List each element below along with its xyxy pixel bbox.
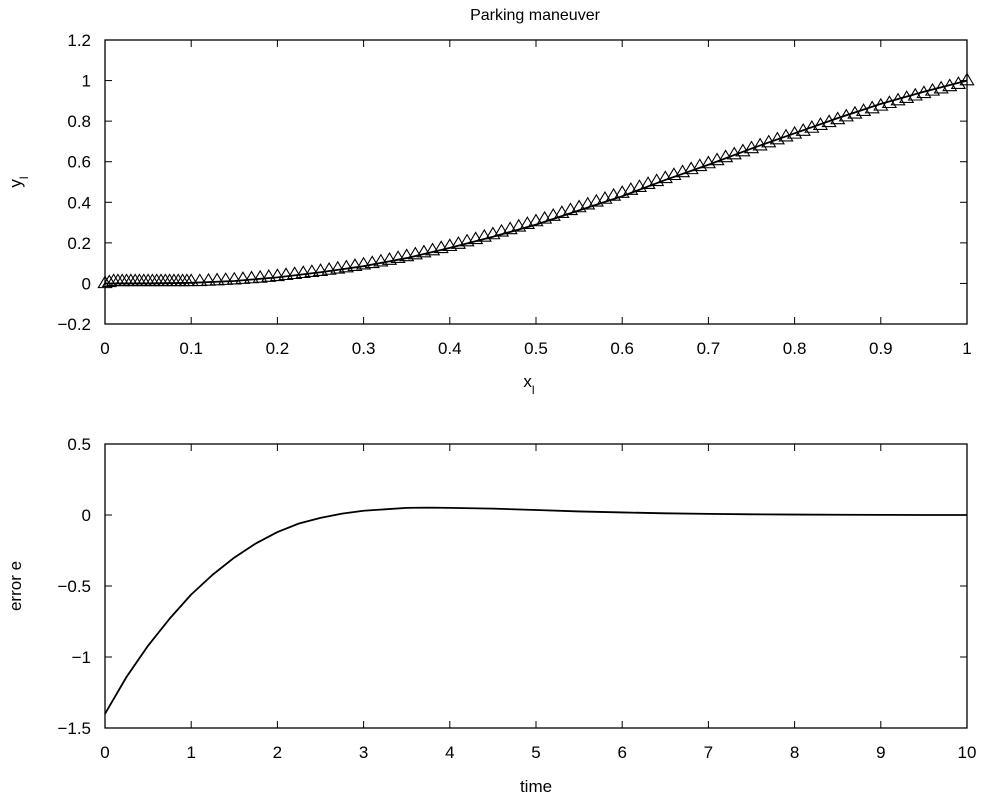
y-tick-label: −1 <box>72 648 91 667</box>
triangle-marker <box>226 271 242 285</box>
x-tick-label: 0.1 <box>179 339 203 358</box>
plot-frame <box>104 39 968 325</box>
triangle-marker <box>364 255 380 269</box>
triangle-marker <box>209 272 225 286</box>
triangle-marker <box>101 274 117 288</box>
x-axis-label-subscript: l <box>532 383 535 397</box>
y-tick-label: 1.2 <box>67 31 91 50</box>
triangle-marker <box>179 273 195 287</box>
y-axis-label: error e <box>6 561 25 611</box>
y-axis-ticks: −0.2 0 0.2 0.4 0.6 0.8 1 1.2 <box>57 31 967 334</box>
y-axis-label: yl <box>6 176 31 187</box>
triangle-marker <box>381 252 398 265</box>
triangle-marker <box>261 269 277 282</box>
triangle-marker <box>459 233 475 247</box>
error-plot: −1.5 −1 −0.5 0 0.5 0 1 2 3 4 5 6 7 8 9 10 time error e <box>6 435 976 796</box>
x-tick-label: 0 <box>100 743 109 762</box>
plot-series <box>104 506 967 715</box>
x-tick-label: 4 <box>445 743 454 762</box>
y-axis-label-subscript: l <box>17 176 31 179</box>
y-tick-label: 1 <box>82 72 91 91</box>
triangle-marker <box>304 264 320 278</box>
x-tick-label: 2 <box>273 743 282 762</box>
triangle-marker <box>287 266 303 280</box>
triangle-marker <box>433 240 449 254</box>
x-tick-label: 0.4 <box>438 339 462 358</box>
y-tick-label: 0.2 <box>67 234 91 253</box>
x-tick-label: 0.2 <box>266 339 290 358</box>
triangle-marker <box>312 263 329 277</box>
triangle-marker <box>174 273 191 287</box>
y-tick-label: 0.5 <box>67 435 91 454</box>
triangle-marker <box>330 260 346 274</box>
triangle-marker <box>424 242 441 256</box>
series-line <box>104 506 967 715</box>
triangle-marker <box>269 268 286 282</box>
triangle-marker <box>200 272 217 286</box>
x-tick-label: 0.5 <box>524 339 548 358</box>
x-tick-label: 0.3 <box>352 339 376 358</box>
y-tick-label: −1.5 <box>57 719 91 738</box>
y-tick-label: −0.2 <box>57 315 91 334</box>
triangle-marker <box>218 272 234 285</box>
triangle-marker <box>192 273 208 287</box>
x-tick-label: 0.7 <box>697 339 721 358</box>
triangle-marker <box>235 271 251 284</box>
triangle-marker <box>321 261 337 275</box>
x-tick-label: 1 <box>962 339 971 358</box>
triangle-marker <box>183 273 199 287</box>
x-axis-ticks: 0 1 2 3 4 5 6 7 8 9 10 <box>100 444 976 762</box>
y-tick-label: 0.8 <box>67 112 91 131</box>
x-tick-label: 9 <box>876 743 885 762</box>
triangle-marker <box>252 269 268 283</box>
y-tick-label: 0 <box>82 274 91 293</box>
y-tick-label: −0.5 <box>57 577 91 596</box>
x-tick-label: 0.9 <box>869 339 893 358</box>
triangle-marker <box>442 238 458 252</box>
x-tick-label: 5 <box>531 743 540 762</box>
triangle-marker <box>295 265 311 279</box>
x-axis-ticks: 0 0.1 0.2 0.3 0.4 0.5 0.6 0.7 0.8 0.9 1 <box>100 40 972 358</box>
x-tick-label: 0.6 <box>610 339 634 358</box>
x-tick-label: 0 <box>100 339 109 358</box>
triangle-marker <box>933 80 949 94</box>
x-axis-label: time <box>520 777 552 796</box>
plot-series <box>97 72 975 289</box>
triangle-marker <box>243 270 260 284</box>
x-tick-label: 6 <box>617 743 626 762</box>
x-tick-label: 0.8 <box>783 339 807 358</box>
triangle-marker <box>373 253 389 267</box>
triangle-marker <box>390 250 406 264</box>
x-tick-label: 7 <box>704 743 713 762</box>
y-tick-label: 0.4 <box>67 193 91 212</box>
x-tick-label: 1 <box>186 743 195 762</box>
x-axis-label-main: x <box>523 372 532 391</box>
y-axis-ticks: −1.5 −1 −0.5 0 0.5 <box>57 435 967 738</box>
triangle-marker <box>416 244 432 258</box>
triangle-marker <box>399 248 415 262</box>
triangle-marker <box>338 259 354 273</box>
y-tick-label: 0 <box>82 506 91 525</box>
x-tick-label: 8 <box>790 743 799 762</box>
y-tick-label: 0.6 <box>67 153 91 172</box>
chart-title: Parking maneuver <box>470 7 601 24</box>
x-axis-label: xl <box>523 372 534 397</box>
x-tick-label: 3 <box>359 743 368 762</box>
triangle-marker <box>942 78 958 92</box>
y-axis-label-main: y <box>6 179 25 188</box>
triangle-marker <box>355 256 372 270</box>
x-tick-label: 10 <box>958 743 977 762</box>
plot-frame <box>104 443 968 729</box>
triangle-marker <box>407 246 423 260</box>
parking-maneuver-plot: Parking maneuver −0.2 0 0.2 0.4 0.6 0.8 1 1.2 0… <box>6 7 975 397</box>
triangle-marker <box>347 258 363 271</box>
triangle-marker <box>278 267 294 281</box>
triangle-marker <box>924 82 941 96</box>
series-line <box>105 79 968 285</box>
